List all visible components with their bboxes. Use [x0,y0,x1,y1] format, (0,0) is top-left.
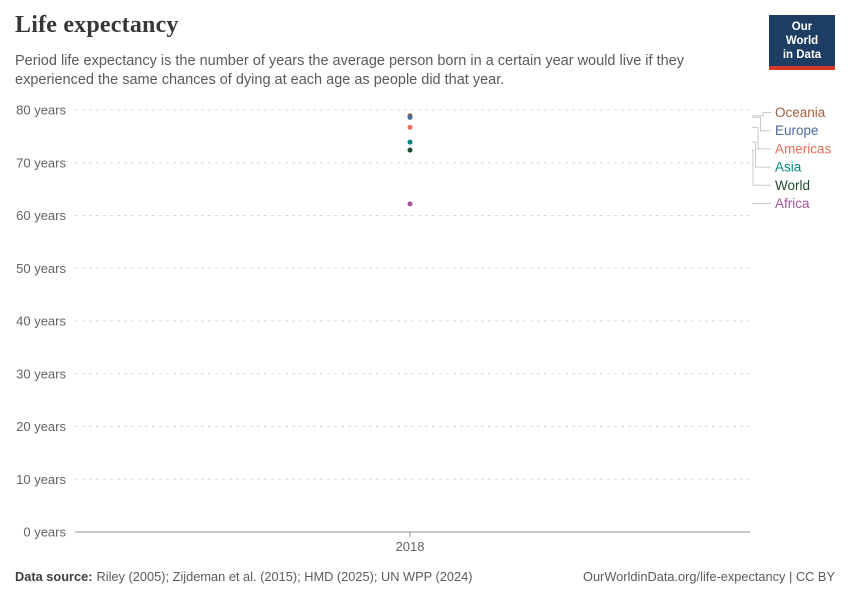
y-tick-label: 10 years [16,472,66,487]
legend-world[interactable]: World [775,178,810,193]
point-americas[interactable] [407,124,413,130]
legend-oceania[interactable]: Oceania [775,105,826,120]
y-tick-label: 30 years [16,366,66,381]
point-asia[interactable] [407,139,413,145]
legend-asia[interactable]: Asia [775,160,802,175]
logo-line-2: in Data [782,49,822,62]
data-source-text: Riley (2005); Zijdeman et al. (2015); HM… [96,569,473,584]
legend-europe[interactable]: Europe [775,123,819,138]
legend-leader-line [752,116,771,132]
y-tick-label: 50 years [16,261,66,276]
x-tick-label: 2018 [396,539,425,554]
legend-africa[interactable]: Africa [775,196,810,211]
point-africa[interactable] [407,201,413,207]
y-tick-label: 70 years [16,155,66,170]
page-title: Life expectancy [15,12,179,38]
legend-leader-line [752,112,771,117]
y-tick-label: 0 years [23,525,66,540]
legend-leader-line [752,149,771,186]
legend-leader-line [752,126,771,150]
legend-leader-line [752,141,771,168]
logo-line-1: Our World [785,21,819,48]
y-tick-label: 40 years [16,314,66,329]
y-tick-label: 20 years [16,419,66,434]
point-world[interactable] [407,147,413,153]
y-tick-label: 80 years [16,103,66,118]
y-tick-label: 60 years [16,208,66,223]
chart-subtitle: Period life expectancy is the number of … [15,53,684,89]
chart-footer: Data source: Riley (2005); Zijdeman et al… [15,569,835,584]
point-europe[interactable] [407,114,413,120]
data-source: Data source: Riley (2005); Zijdeman et al… [15,569,473,584]
owid-logo[interactable]: Our World in Data [769,15,835,71]
data-source-label: Data source: [15,569,93,584]
attribution-link[interactable]: OurWorldinData.org/life-expectancy | CC … [582,569,835,584]
legend-americas[interactable]: Americas [775,141,832,156]
